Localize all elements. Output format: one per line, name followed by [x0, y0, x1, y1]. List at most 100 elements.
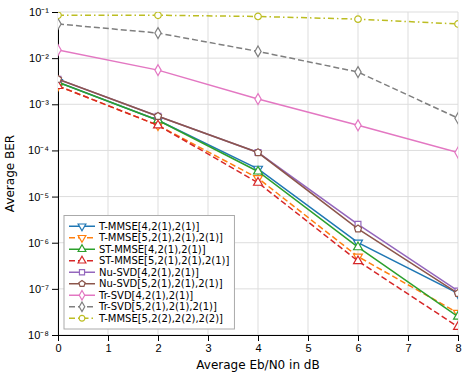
legend-label: Tr-SVD[4,2(1),2(1)] [98, 290, 193, 301]
x-tick: 5 [305, 335, 311, 354]
x-tick: 0 [55, 335, 61, 354]
series [58, 12, 458, 27]
y-axis-title: Average BER [3, 135, 17, 212]
legend-marker [79, 270, 84, 275]
y-tick-label: 10⁻⁸ [28, 329, 49, 341]
x-tick: 1 [105, 335, 111, 354]
legend-item: T-MMSE[5,2(2),2(2),2(2)] [69, 313, 223, 324]
legend-label: T-MMSE[5,2(1),2(1),2(1)] [98, 232, 223, 243]
x-tick-mark [408, 335, 409, 341]
legend-marker [79, 280, 85, 286]
line [58, 82, 458, 293]
y-tick-mark [52, 58, 58, 59]
legend-label: Tr-SVD[5,2(1),2(1),2(1)] [98, 301, 217, 312]
legend-marker [78, 236, 86, 243]
y-tick: 10⁻¹ [29, 6, 58, 18]
x-tick: 7 [405, 335, 411, 354]
line [58, 50, 458, 153]
series [58, 81, 458, 330]
grid-line [358, 12, 359, 335]
legend-item: ST-MMSE[5,2(1),2(1),2(1)] [69, 255, 229, 266]
grid-line [408, 12, 409, 335]
y-axis: 10⁻⁸ 10⁻⁷ 10⁻⁶ 10⁻⁵ 10⁻⁴ 10⁻³ 10⁻² 10⁻¹ [28, 6, 58, 341]
plot-area: 01234567810⁻⁸10⁻⁷10⁻⁶10⁻⁵10⁻⁴10⁻³10⁻²10⁻… [28, 6, 462, 354]
chart: 01234567810⁻⁸10⁻⁷10⁻⁶10⁻⁵10⁻⁴10⁻³10⁻²10⁻… [0, 0, 474, 377]
marker [255, 46, 261, 57]
x-tick-mark [358, 335, 359, 341]
y-axis-line [52, 13, 59, 336]
x-tick-mark [308, 335, 309, 341]
x-tick: 6 [355, 335, 361, 354]
marker [155, 65, 161, 76]
series [58, 80, 458, 299]
marker [58, 19, 61, 30]
marker [355, 67, 361, 78]
y-tick-mark [52, 150, 58, 151]
marker [455, 113, 458, 124]
legend-marker [78, 224, 86, 231]
y-tick-label: 10⁻¹ [29, 6, 49, 18]
marker [454, 290, 458, 297]
y-tick-mark [52, 12, 58, 13]
grid-line [308, 12, 309, 335]
marker [354, 242, 363, 250]
x-tick-mark [458, 335, 459, 341]
y-tick-mark [52, 243, 58, 244]
line [58, 82, 458, 316]
x-tick-label: 2 [155, 342, 161, 354]
y-tick-label: 10⁻⁶ [28, 237, 49, 249]
y-tick: 10⁻⁶ [28, 237, 58, 249]
legend-item: Nu-SVD[5,2(1),2(1),2(1)] [69, 278, 223, 289]
series [58, 76, 458, 294]
y-tick-label: 10⁻² [29, 52, 49, 64]
x-tick-label: 1 [105, 342, 111, 354]
legend-item: Tr-SVD[4,2(1),2(1)] [69, 290, 193, 301]
legend-marker [78, 245, 86, 252]
marks [58, 12, 458, 329]
x-tick: 8 [455, 335, 461, 354]
legend-label: Nu-SVD[5,2(1),2(1),2(1)] [99, 278, 223, 289]
y-tick-mark [52, 197, 58, 198]
x-tick-label: 4 [255, 342, 261, 354]
y-tick: 10⁻⁴ [28, 144, 58, 156]
marker [254, 166, 263, 174]
line [58, 79, 458, 293]
legend-label: T-MMSE[4,2(1),2(1)] [98, 221, 199, 232]
y-tick: 10⁻⁷ [29, 283, 58, 295]
y-tick-label: 10⁻⁵ [28, 191, 49, 203]
marker [58, 12, 61, 19]
x-tick-label: 7 [405, 342, 411, 354]
y-tick-mark [52, 289, 58, 290]
x-axis: 012345678 [55, 335, 461, 354]
legend-marker [79, 291, 84, 300]
y-tick: 10⁻⁵ [28, 191, 58, 203]
x-tick-label: 5 [305, 342, 311, 354]
marker [454, 322, 458, 330]
marker [455, 147, 458, 158]
marker [254, 149, 261, 156]
legend: T-MMSE[4,2(1),2(1)]T-MMSE[5,2(1),2(1),2(… [64, 216, 234, 330]
legend-box [64, 216, 234, 330]
y-tick-label: 10⁻³ [29, 98, 49, 110]
line [58, 79, 458, 291]
marker [58, 75, 62, 82]
legend-item: Nu-SVD[4,2(1),2(1)] [69, 267, 199, 278]
marker [154, 120, 163, 128]
x-tick-mark [158, 335, 159, 341]
marker [255, 94, 261, 105]
series [58, 19, 458, 124]
y-tick-mark [52, 335, 58, 336]
x-tick-mark [108, 335, 109, 341]
legend-marker [79, 315, 85, 321]
x-tick-mark [208, 335, 209, 341]
legend-item: T-MMSE[4,2(1),2(1)] [69, 221, 199, 232]
marker [355, 16, 362, 23]
y-tick: 10⁻² [29, 52, 58, 64]
x-tick-label: 8 [455, 342, 461, 354]
series [58, 83, 458, 318]
x-tick: 4 [255, 335, 261, 354]
marker [58, 76, 61, 82]
marker [354, 225, 361, 232]
legend-marker [78, 256, 86, 263]
legend-label: ST-MMSE[4,2(1),2(1)] [99, 244, 206, 255]
